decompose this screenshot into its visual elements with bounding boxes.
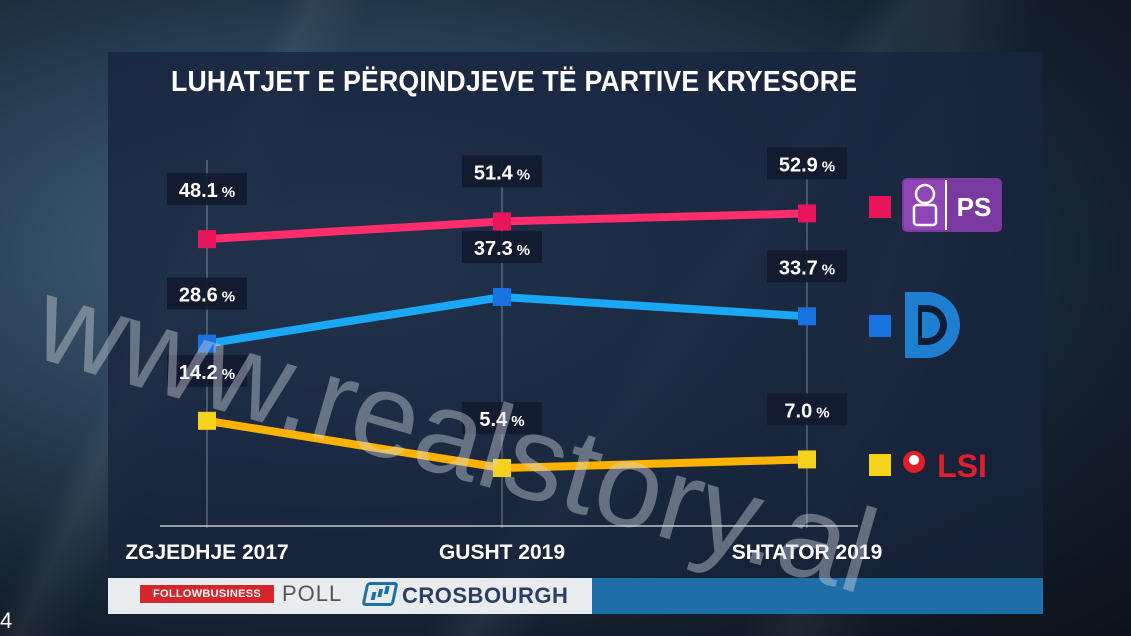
- data-point-marker: [493, 459, 511, 477]
- chart-title: LUHATJET E PËRQINDJEVE TË PARTIVE KRYESO…: [171, 66, 858, 98]
- data-point-marker: [493, 288, 511, 307]
- data-label-box: [462, 155, 542, 188]
- data-label: 7.0%: [784, 400, 829, 422]
- data-point-marker: [198, 411, 216, 430]
- poll-label: POLL: [282, 581, 343, 606]
- footer-accent: [592, 578, 1043, 614]
- data-label: 33.7%: [779, 257, 835, 279]
- corner-number: 4: [0, 608, 13, 633]
- data-point-marker: [198, 334, 216, 353]
- data-label: 14.2%: [179, 362, 235, 384]
- legend-swatch: [869, 454, 891, 476]
- data-label: 5.4%: [479, 409, 524, 431]
- ps-logo-text: PS: [957, 192, 992, 222]
- legend-swatch: [869, 315, 891, 337]
- x-tick-label: ZGJEDHJE 2017: [125, 541, 288, 564]
- x-tick-label: SHTATOR 2019: [732, 541, 883, 564]
- data-label-box: [767, 250, 847, 283]
- data-label-box: [767, 393, 847, 426]
- crosbourgh-logo: CROSBOURGH: [402, 583, 569, 608]
- data-point-marker: [798, 450, 816, 469]
- data-label-box: [167, 277, 247, 310]
- data-point-marker: [493, 212, 511, 231]
- data-label-box: [167, 354, 247, 387]
- data-label: 52.9%: [779, 154, 835, 176]
- data-point-marker: [798, 307, 816, 326]
- rose-fist-icon: [902, 178, 1002, 232]
- data-label: 37.3%: [474, 238, 530, 260]
- data-label-box: [462, 231, 542, 264]
- data-point-marker: [798, 204, 816, 223]
- data-label: 28.6%: [179, 285, 235, 307]
- pd-logo-icon: [905, 292, 960, 358]
- data-label-box: [167, 173, 247, 206]
- followbusiness-logo: FOLLOWBUSINESS: [140, 585, 274, 603]
- rose-icon: [903, 451, 925, 473]
- data-label: 48.1%: [179, 180, 235, 202]
- data-label-box: [462, 402, 542, 434]
- data-point-marker: [198, 230, 216, 249]
- data-label-box: [767, 147, 847, 180]
- chart-box-icon: [361, 582, 399, 606]
- x-tick-label: GUSHT 2019: [439, 541, 565, 564]
- data-label: 51.4%: [474, 162, 530, 184]
- lsi-logo-text: LSI: [937, 448, 987, 484]
- legend-swatch: [869, 196, 891, 218]
